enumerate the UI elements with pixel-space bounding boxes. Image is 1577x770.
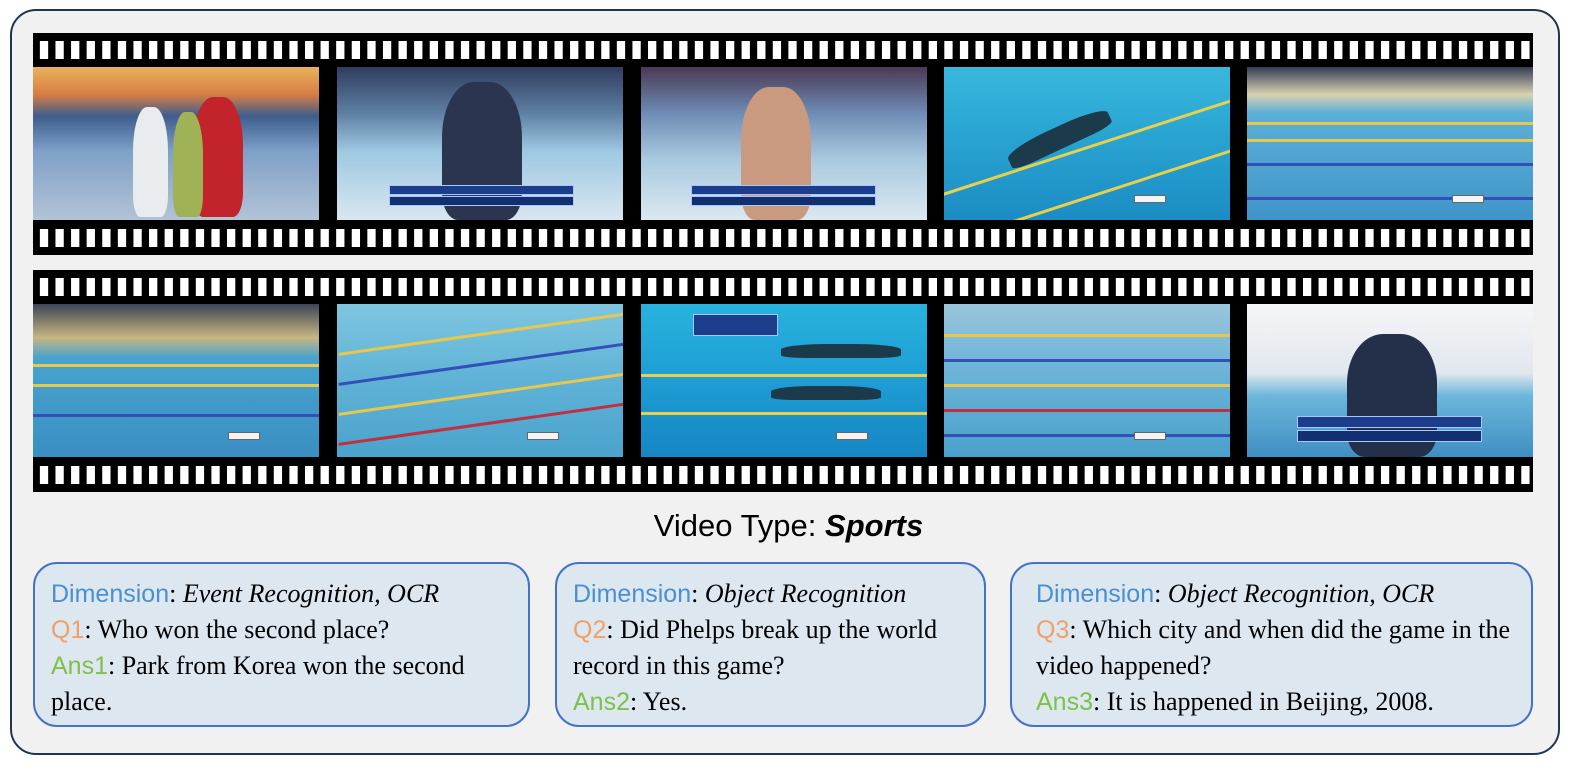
video-type-value: Sports — [825, 508, 924, 543]
video-frame-5 — [1247, 67, 1533, 220]
dimension-line: Dimension: Event Recognition, OCR — [51, 579, 440, 608]
answer-line: Ans3: It is happened in Beijing, 2008. — [1036, 687, 1434, 716]
dimension-key: Dimension — [573, 580, 692, 608]
answer-key: Ans1 — [51, 652, 108, 680]
answer-text: It is happened in Beijing, 2008. — [1106, 687, 1434, 716]
film-perforations — [33, 221, 1533, 255]
video-frame-7 — [337, 304, 623, 457]
film-strip-bottom — [33, 270, 1533, 492]
video-frame-9 — [944, 304, 1230, 457]
video-frame-8 — [641, 304, 927, 457]
video-frame-2 — [337, 67, 623, 220]
question-line: Q3: Which city and when did the game in … — [1036, 615, 1511, 680]
question-text: Who won the second place? — [97, 615, 390, 644]
dimension-key: Dimension — [1036, 580, 1155, 608]
qa-card-2: Dimension: Object Recognition Q2: Did Ph… — [555, 562, 986, 727]
video-frame-3 — [641, 67, 927, 220]
film-perforations — [33, 270, 1533, 304]
question-key: Q3 — [1036, 616, 1070, 644]
dimension-line: Dimension: Object Recognition, OCR — [1036, 579, 1435, 608]
question-text: Which city and when did the game in the … — [1036, 615, 1511, 680]
dimension-value: Object Recognition, OCR — [1167, 579, 1435, 608]
dimension-key: Dimension — [51, 580, 170, 608]
film-perforations — [33, 33, 1533, 67]
question-key: Q1 — [51, 616, 85, 644]
video-frame-10 — [1247, 304, 1533, 457]
video-frame-1 — [33, 67, 319, 220]
film-strip-top — [33, 33, 1533, 255]
qa-card-3: Dimension: Object Recognition, OCR Q3: W… — [1010, 562, 1533, 727]
video-type-label: Video Type: — [653, 508, 826, 543]
answer-line: Ans1: Park from Korea won the second pla… — [51, 651, 465, 716]
question-line: Q1: Who won the second place? — [51, 615, 390, 644]
answer-key: Ans3 — [1036, 688, 1093, 716]
question-key: Q2 — [573, 616, 607, 644]
answer-text: Park from Korea won the second place. — [51, 651, 465, 716]
answer-text: Yes. — [642, 687, 688, 716]
answer-line: Ans2: Yes. — [573, 687, 688, 716]
question-line: Q2: Did Phelps break up the world record… — [573, 615, 938, 680]
video-type-title: Video Type: Sports — [0, 508, 1577, 544]
video-frame-4 — [944, 67, 1230, 220]
film-perforations — [33, 458, 1533, 492]
qa-card-1: Dimension: Event Recognition, OCR Q1: Wh… — [33, 562, 530, 727]
answer-key: Ans2 — [573, 688, 630, 716]
question-text: Did Phelps break up the world record in … — [573, 615, 938, 680]
video-frame-6 — [33, 304, 319, 457]
dimension-value: Object Recognition — [704, 579, 907, 608]
dimension-value: Event Recognition, OCR — [182, 579, 440, 608]
dimension-line: Dimension: Object Recognition — [573, 579, 907, 608]
